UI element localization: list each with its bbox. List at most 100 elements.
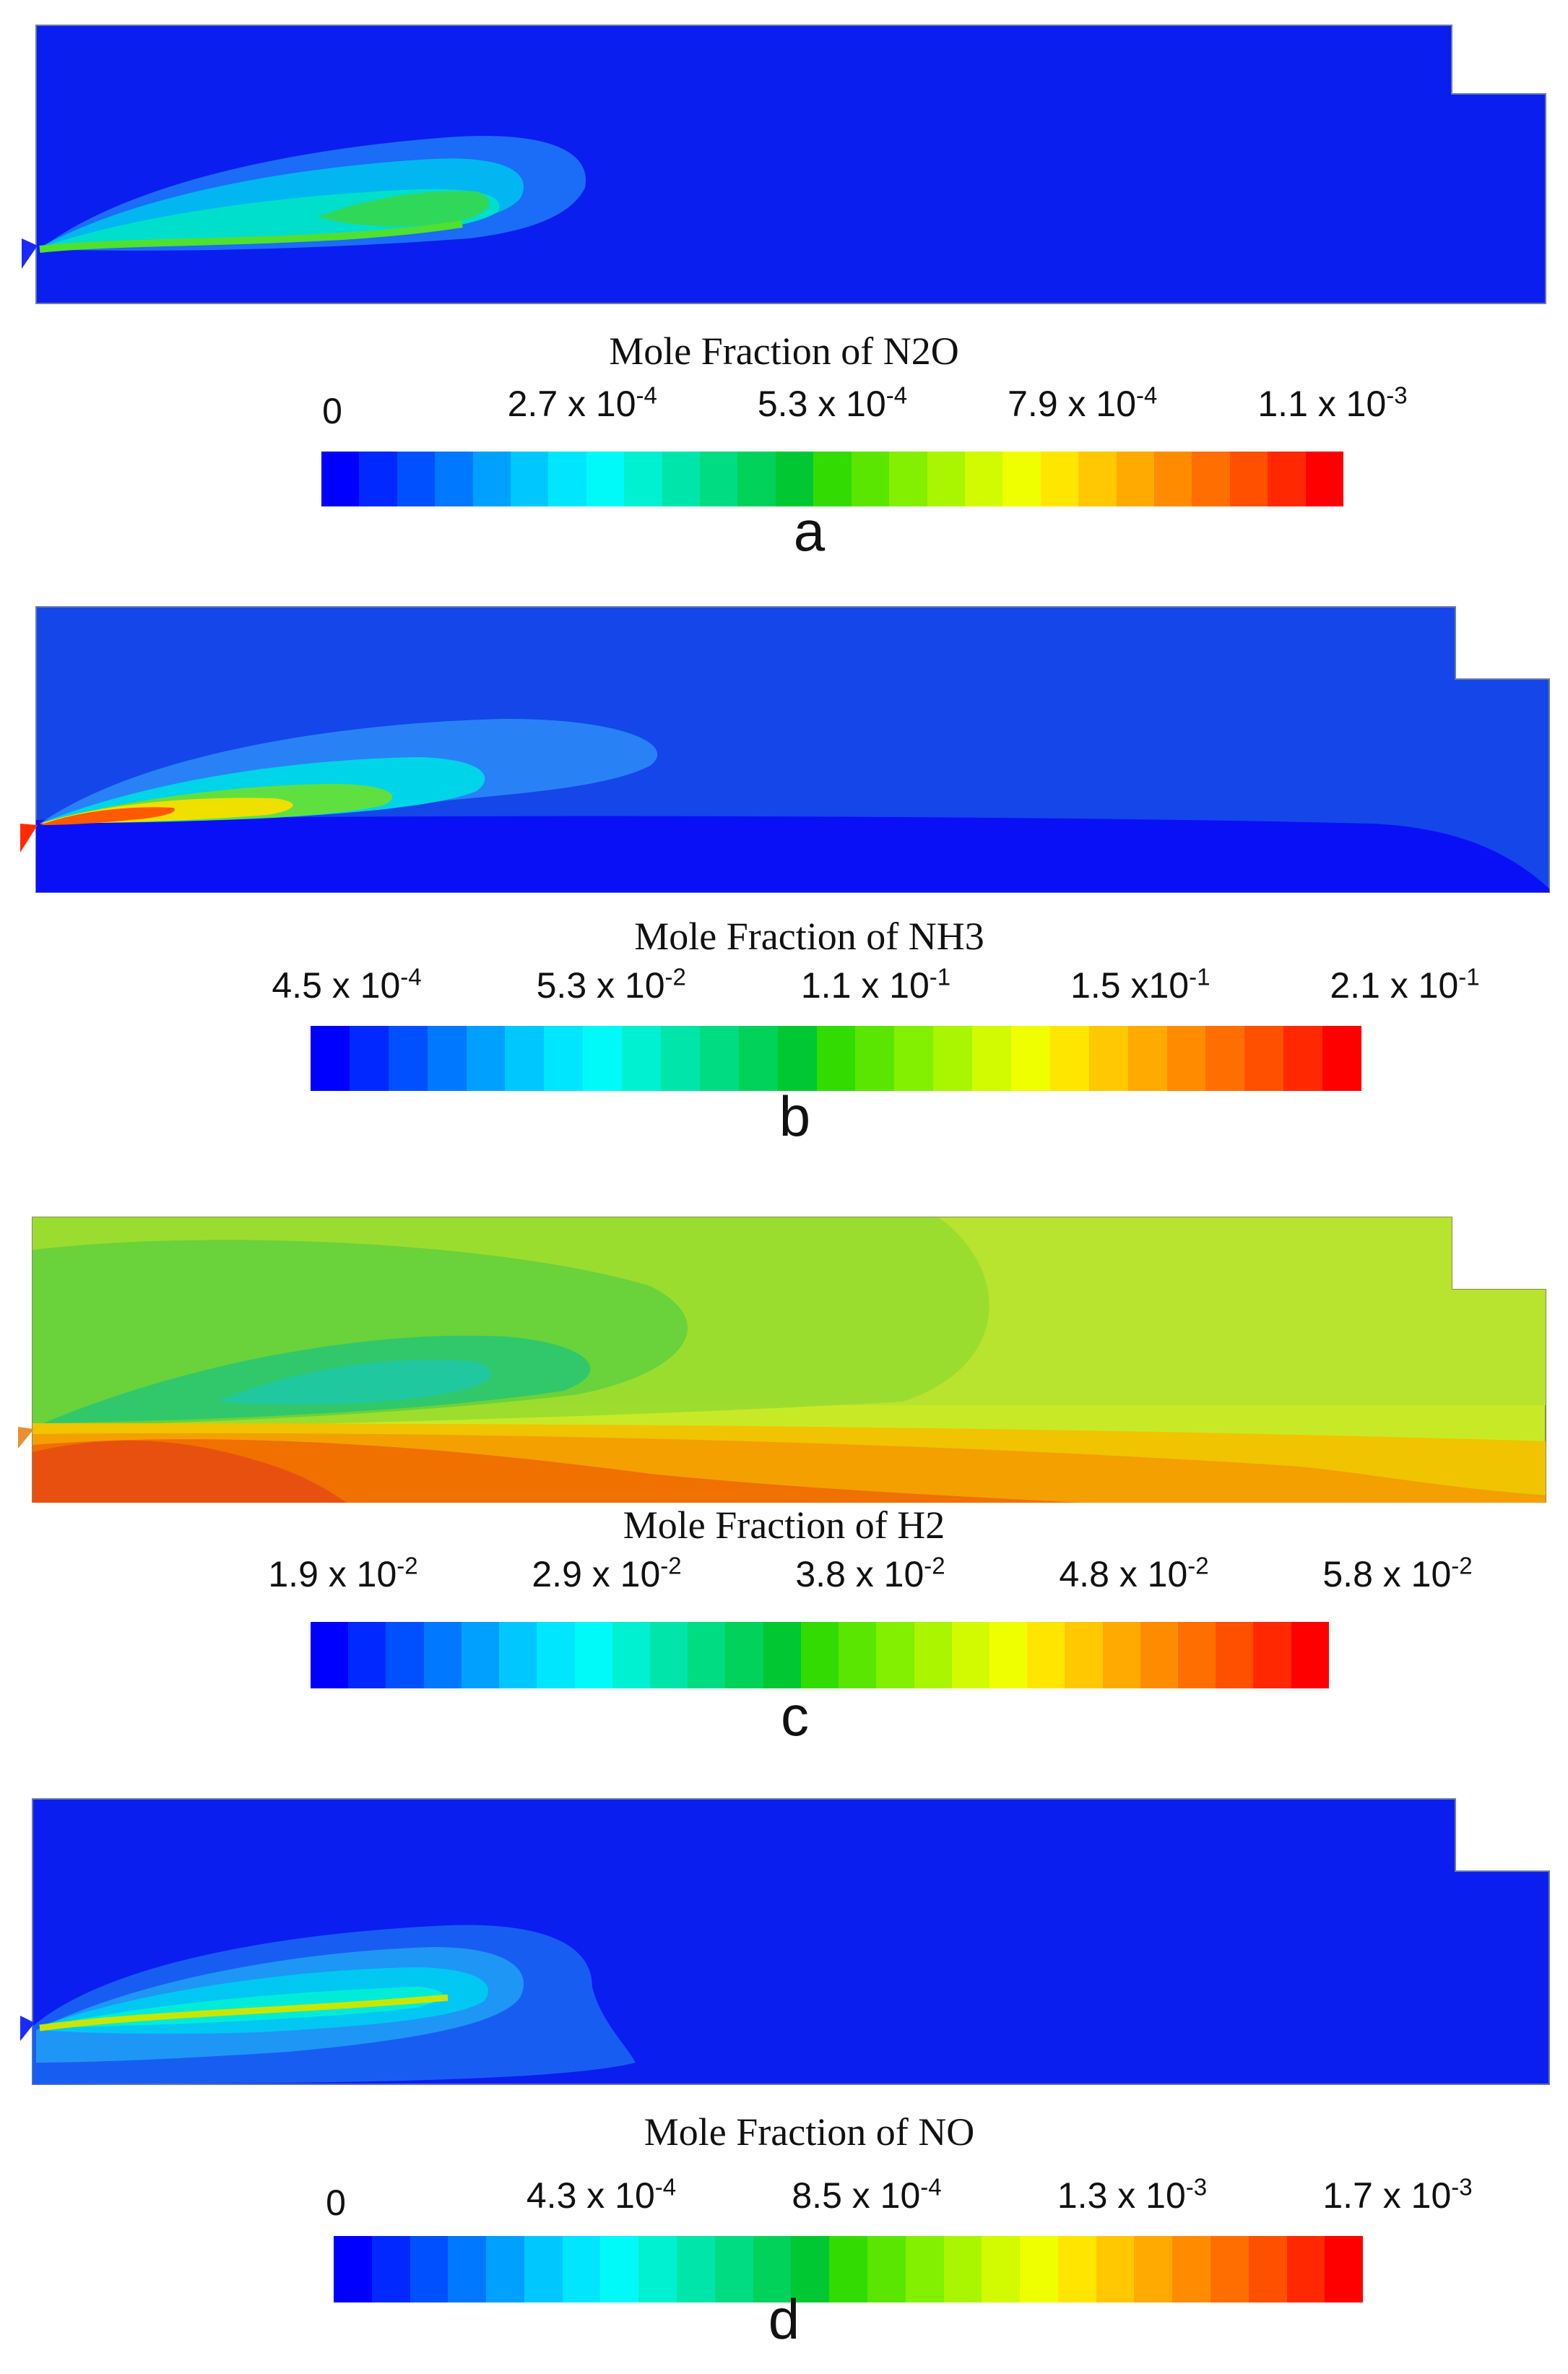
colorbar-swatch xyxy=(1205,1026,1245,1091)
colorbar-swatch xyxy=(1268,452,1306,506)
colorbar-title: Mole Fraction of NH3 xyxy=(634,915,984,958)
exponent: -2 xyxy=(924,1552,945,1579)
colorbar-swatch xyxy=(1065,1622,1103,1688)
colorbar-swatch xyxy=(334,2236,372,2302)
colorbar-swatch xyxy=(982,2236,1021,2302)
plume-hot xyxy=(40,807,175,825)
colorbar-swatch xyxy=(1049,1026,1089,1091)
colorbar-swatch xyxy=(524,2236,563,2302)
colorbar-tick-label: 2.1 x 10-1 xyxy=(1330,963,1480,1006)
inlet-marker xyxy=(22,238,38,269)
colorbar-swatch xyxy=(905,2236,944,2302)
colorbar-swatch xyxy=(964,452,1003,506)
colorbar-swatch xyxy=(813,452,852,506)
colorbar-swatch xyxy=(537,1622,575,1688)
colorbar-swatch xyxy=(943,2236,982,2302)
colorbar-tick-label: 4.8 x 10-2 xyxy=(1059,1552,1209,1594)
colorbar-swatch xyxy=(435,452,473,506)
colorbar xyxy=(321,452,1343,506)
colorbar-swatch xyxy=(951,1622,989,1688)
exponent: -3 xyxy=(1185,2173,1208,2201)
contour-plot-nh3 xyxy=(20,606,1550,893)
colorbar-swatch xyxy=(829,2236,867,2302)
colorbar-swatch xyxy=(1192,452,1230,506)
colorbar-swatch xyxy=(677,2236,715,2302)
exponent: -4 xyxy=(654,2173,677,2201)
plume-streak xyxy=(39,1994,449,2032)
colorbar-swatch xyxy=(927,452,965,506)
colorbar-swatch xyxy=(700,452,738,506)
colorbar-swatch xyxy=(839,1622,877,1688)
colorbar-swatch xyxy=(448,2236,487,2302)
colorbar-swatch xyxy=(777,1026,817,1091)
exponent: -2 xyxy=(1187,1552,1209,1579)
inlet-marker xyxy=(18,1427,34,1449)
colorbar-swatch xyxy=(600,2236,639,2302)
inlet-marker xyxy=(20,2016,35,2041)
colorbar-swatch xyxy=(1305,452,1343,506)
colorbar-swatch xyxy=(1078,452,1117,506)
colorbar-tick-label: 2.7 x 10-4 xyxy=(507,381,657,424)
colorbar-swatch xyxy=(989,1622,1028,1688)
colorbar-swatch xyxy=(1002,452,1041,506)
colorbar-swatch xyxy=(725,1622,763,1688)
colorbar-swatch xyxy=(1134,2236,1173,2302)
colorbar-swatch xyxy=(1216,1622,1254,1688)
colorbar-swatch xyxy=(714,2236,753,2302)
colorbar-swatch xyxy=(583,1026,623,1091)
colorbar-swatch xyxy=(1020,2236,1058,2302)
colorbar-ticks: 0 4.3 x 10-4 8.5 x 10-4 1.3 x 10-3 1.7 x 10-… xyxy=(0,2175,1568,2225)
colorbar-tick-label: 5.3 x 10-4 xyxy=(757,381,908,424)
colorbar-swatch xyxy=(612,1622,650,1688)
colorbar-swatch xyxy=(1116,452,1154,506)
colorbar-ticks: 4.5 x 10-4 5.3 x 10-2 1.1 x 10-1 1.5 x10-1 2… xyxy=(0,964,1568,1015)
exponent: -1 xyxy=(929,963,951,990)
exponent: -1 xyxy=(1458,963,1480,990)
colorbar-tick-label: 8.5 x 10-4 xyxy=(792,2173,942,2216)
colorbar-swatch xyxy=(737,452,776,506)
colorbar-swatch xyxy=(371,2236,410,2302)
colorbar-swatch xyxy=(775,452,814,506)
colorbar-swatch xyxy=(1102,1622,1140,1688)
colorbar-swatch xyxy=(386,1622,424,1688)
panel-label: b xyxy=(779,1084,811,1148)
exponent: -3 xyxy=(1451,2173,1473,2201)
colorbar-swatch xyxy=(511,452,549,506)
colorbar-swatch xyxy=(1286,2236,1325,2302)
colorbar-swatch xyxy=(472,452,511,506)
colorbar xyxy=(311,1622,1329,1688)
colorbar-swatch xyxy=(816,1026,856,1091)
colorbar-tick-label: 1.3 x 10-3 xyxy=(1057,2173,1208,2216)
colorbar-swatch xyxy=(1178,1622,1216,1688)
colorbar-swatch xyxy=(486,2236,524,2302)
colorbar-swatch xyxy=(499,1622,537,1688)
colorbar-swatch xyxy=(1244,1026,1284,1091)
colorbar-title: Mole Fraction of H2 xyxy=(623,1503,945,1547)
exponent: -4 xyxy=(636,381,657,409)
colorbar-swatch xyxy=(321,452,360,506)
colorbar-swatch xyxy=(791,2236,830,2302)
panel-c: Mole Fraction of H2 1.9 x 10-2 2.9 x 10-2… xyxy=(0,1185,1568,1748)
exponent: -2 xyxy=(397,1552,418,1579)
colorbar-swatch xyxy=(753,2236,792,2302)
colorbar-tick-label: 5.3 x 10-2 xyxy=(536,963,686,1006)
colorbar-swatch xyxy=(1057,2236,1096,2302)
colorbar-swatch xyxy=(1291,1622,1329,1688)
colorbar-swatch xyxy=(349,1026,389,1091)
colorbar-swatch xyxy=(423,1622,462,1688)
colorbar-swatch xyxy=(359,452,397,506)
exponent: -2 xyxy=(660,1552,682,1579)
colorbar-swatch xyxy=(1088,1026,1128,1091)
exponent: -4 xyxy=(885,381,908,409)
colorbar-tick-label: 1.5 x10-1 xyxy=(1070,963,1210,1006)
colorbar-tick-label: 1.9 x 10-2 xyxy=(268,1552,418,1594)
contour-plot-n2o xyxy=(22,25,1546,304)
colorbar-swatch xyxy=(851,452,890,506)
colorbar-ticks: 1.9 x 10-2 2.9 x 10-2 3.8 x 10-2 4.8 x 10-2… xyxy=(0,1553,1568,1604)
colorbar-tick-label: 4.5 x 10-4 xyxy=(272,963,422,1006)
colorbar-swatch xyxy=(562,2236,601,2302)
colorbar-swatch xyxy=(427,1026,467,1091)
colorbar-swatch xyxy=(876,1622,914,1688)
colorbar-swatch xyxy=(574,1622,612,1688)
colorbar-title: Mole Fraction of N2O xyxy=(609,329,959,373)
